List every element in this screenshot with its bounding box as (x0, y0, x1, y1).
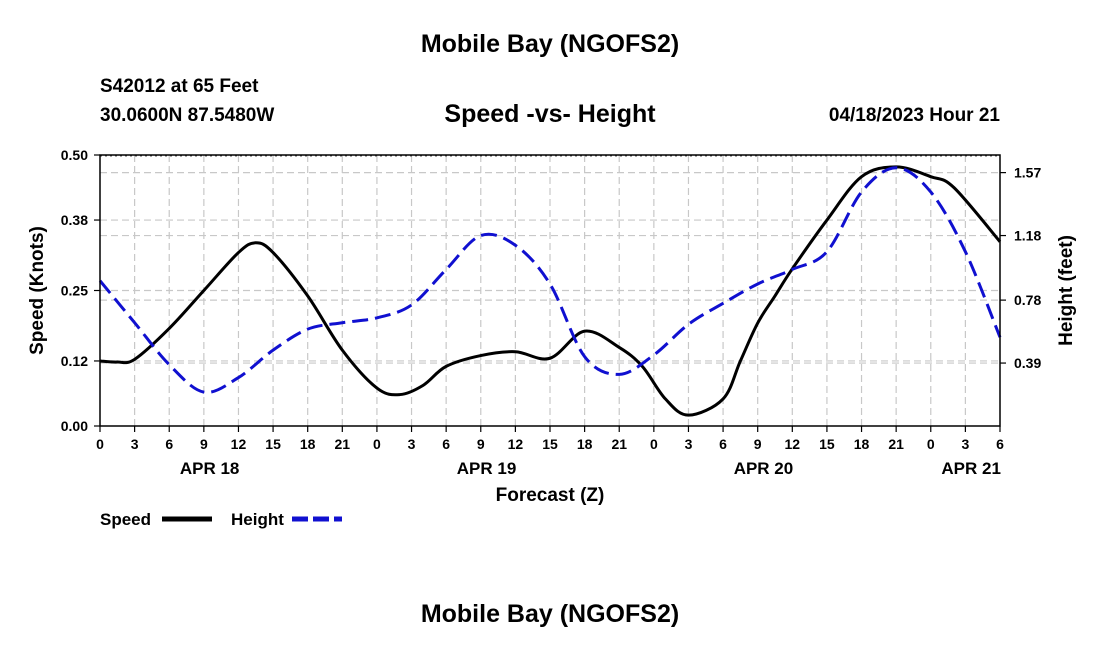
x-tick-label: 0 (650, 436, 658, 452)
y-tick-label: 0.00 (61, 418, 88, 434)
x-date-label: APR 21 (941, 459, 1001, 478)
x-tick-label: 6 (719, 436, 727, 452)
x-tick-label: 0 (927, 436, 935, 452)
forecast-timestamp: 04/18/2023 Hour 21 (828, 105, 1000, 126)
x-tick-label: 18 (577, 436, 593, 452)
x-tick-label: 9 (200, 436, 208, 452)
x-tick-label: 6 (996, 436, 1004, 452)
x-tick-label: 6 (442, 436, 450, 452)
x-tick-label: 12 (231, 436, 247, 452)
x-tick-label: 21 (335, 436, 351, 452)
x-tick-label: 0 (96, 436, 104, 452)
x-tick-label: 15 (542, 436, 558, 452)
x-tick-label: 18 (300, 436, 316, 452)
x-tick-label: 3 (131, 436, 139, 452)
legend-label-height: Height (231, 510, 284, 529)
x-tick-label: 0 (373, 436, 381, 452)
x-tick-label: 3 (961, 436, 969, 452)
x-tick-label: 6 (165, 436, 173, 452)
y-tick-label: 0.25 (61, 283, 88, 299)
x-tick-label: 21 (611, 436, 627, 452)
series-line-height (98, 166, 1002, 394)
x-date-label: APR 19 (457, 459, 517, 478)
chart-grid (100, 155, 1000, 426)
y-axis-title: Speed (Knots) (27, 226, 48, 355)
x-tick-label: 3 (408, 436, 416, 452)
y2-axis-title: Height (feet) (1056, 235, 1077, 346)
footer-title: Mobile Bay (NGOFS2) (420, 600, 680, 628)
y2-tick-label: 0.39 (1014, 355, 1041, 371)
chart-subtitle: Speed -vs- Height (444, 100, 656, 128)
y2-tick-label: 1.18 (1014, 228, 1041, 244)
x-date-label: APR 20 (734, 459, 794, 478)
x-tick-label: 15 (265, 436, 281, 452)
chart-axes: 0 3 6 9 12 15 18 21 0 3 6 9 12 15 18 21 0 3 6 9 12 15 18 21 0 3 6A… (27, 147, 1077, 506)
station-label: S42012 at 65 Feet (100, 76, 259, 97)
x-tick-label: 9 (754, 436, 762, 452)
series-layer (98, 165, 1002, 417)
x-tick-label: 18 (854, 436, 870, 452)
chart-legend: Speed Height (100, 510, 342, 529)
x-date-label: APR 18 (180, 459, 240, 478)
y-tick-label: 0.12 (61, 353, 88, 369)
x-tick-label: 3 (685, 436, 693, 452)
y2-tick-label: 1.57 (1014, 165, 1041, 181)
x-tick-label: 12 (785, 436, 801, 452)
x-tick-label: 12 (508, 436, 524, 452)
series-line-speed (99, 165, 1002, 417)
x-tick-label: 9 (477, 436, 485, 452)
legend-label-speed: Speed (100, 510, 151, 529)
x-tick-label: 21 (888, 436, 904, 452)
y2-tick-label: 0.78 (1014, 292, 1041, 308)
x-axis-title: Forecast (Z) (496, 485, 605, 506)
x-tick-label: 15 (819, 436, 835, 452)
y-tick-label: 0.38 (61, 212, 88, 228)
station-coordinates: 30.0600N 87.5480W (100, 105, 275, 126)
chart-title: Mobile Bay (NGOFS2) (420, 30, 680, 58)
y-tick-label: 0.50 (61, 147, 88, 163)
